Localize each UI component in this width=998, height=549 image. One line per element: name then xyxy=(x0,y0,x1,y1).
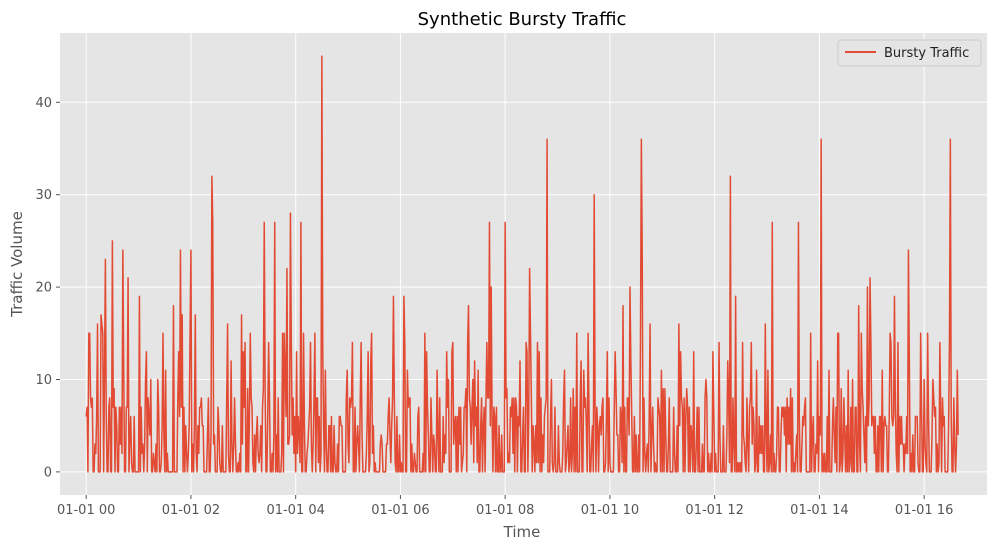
legend-box xyxy=(837,39,982,67)
x-tick-label-7: 01-01 14 xyxy=(790,503,848,518)
x-tick-label-6: 01-01 12 xyxy=(685,503,743,518)
x-tick-label-0: 01-01 00 xyxy=(57,503,115,518)
series-line-bursty-traffic xyxy=(85,55,959,473)
x-tick-label-4: 01-01 08 xyxy=(476,503,534,518)
y-tick-label-3: 30 xyxy=(35,188,52,203)
y-tick-label-4: 40 xyxy=(35,96,52,111)
y-axis-title: Traffic Volume xyxy=(8,211,26,318)
legend: Bursty Traffic xyxy=(837,39,982,67)
x-axis-title: Time xyxy=(503,523,541,541)
chart-title: Synthetic Bursty Traffic xyxy=(418,9,627,30)
x-tick-label-8: 01-01 16 xyxy=(895,503,953,518)
y-axis: 0 10 20 30 40 xyxy=(35,96,60,480)
series-layer xyxy=(85,55,959,473)
legend-label: Bursty Traffic xyxy=(884,46,969,61)
y-tick-label-2: 20 xyxy=(35,281,52,296)
y-tick-label-0: 0 xyxy=(44,465,52,480)
x-axis: 01-01 00 01-01 02 01-01 04 01-01 06 01-01 08… xyxy=(57,495,953,518)
y-tick-label-1: 10 xyxy=(35,373,52,388)
x-tick-label-3: 01-01 06 xyxy=(371,503,429,518)
x-tick-label-5: 01-01 10 xyxy=(581,503,639,518)
x-tick-label-2: 01-01 04 xyxy=(266,503,324,518)
x-tick-label-1: 01-01 02 xyxy=(162,503,220,518)
